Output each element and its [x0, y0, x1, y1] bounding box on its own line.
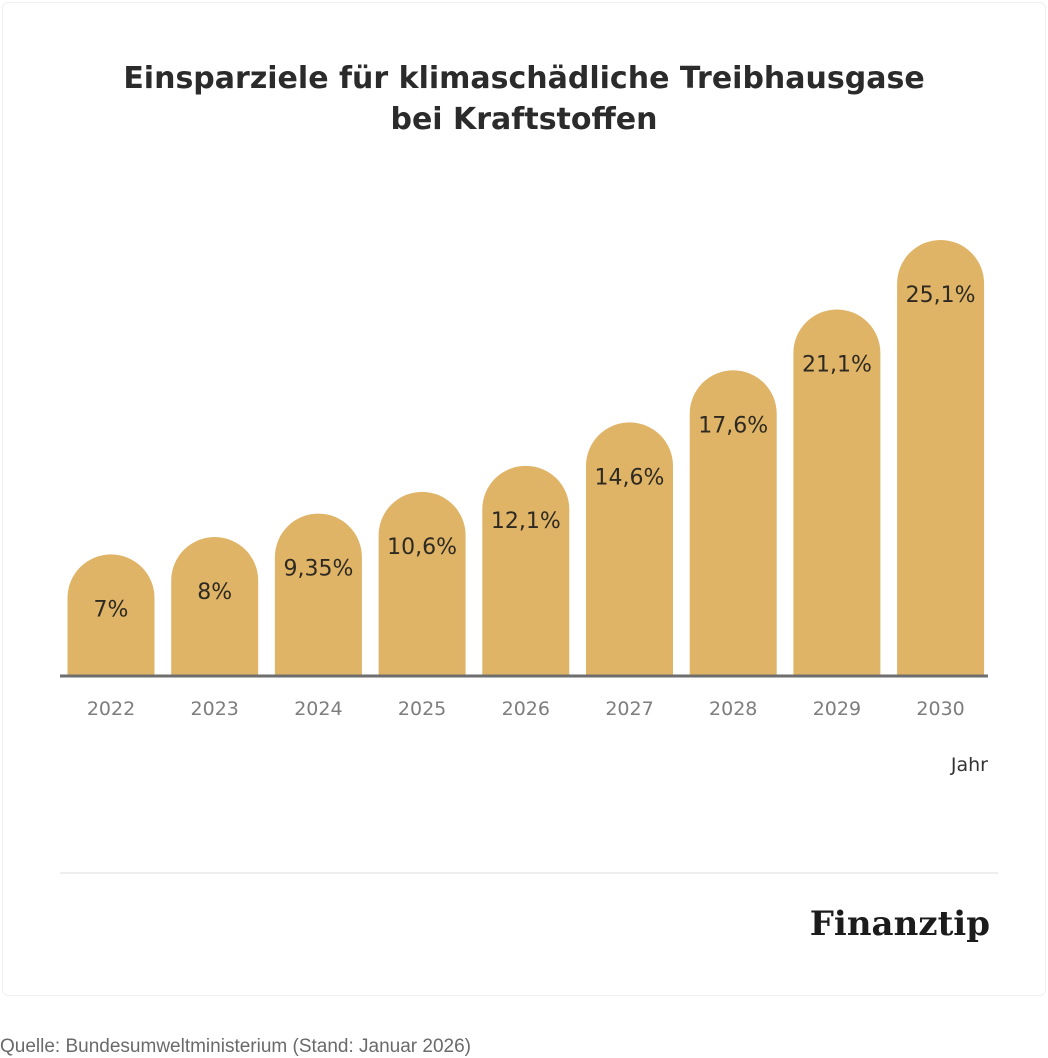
- x-tick-2030: 2030: [916, 698, 964, 720]
- x-tick-2024: 2024: [294, 698, 342, 720]
- value-label-2026: 12,1%: [491, 509, 561, 534]
- bar-2025: [378, 491, 466, 676]
- value-label-2022: 7%: [94, 597, 129, 622]
- value-label-2025: 10,6%: [387, 535, 457, 560]
- source-note: Quelle: Bundesumweltministerium (Stand: …: [0, 1036, 472, 1057]
- chart-title-line-2: bei Kraftstoffen: [390, 102, 657, 137]
- value-label-2027: 14,6%: [595, 465, 665, 490]
- x-tick-2023: 2023: [191, 698, 239, 720]
- x-tick-labels: 2022 2023 2024 2025 2026 2027 2028 2029 2030: [87, 698, 965, 720]
- bar-2026: [482, 465, 570, 676]
- value-label-2024: 9,35%: [283, 557, 353, 582]
- bar-2027: [586, 422, 673, 676]
- x-tick-2022: 2022: [87, 698, 135, 720]
- x-axis-label: Jahr: [950, 754, 988, 776]
- value-label-2023: 8%: [197, 580, 232, 605]
- value-label-2030: 25,1%: [906, 283, 976, 308]
- bars-group: 7% 8% 9,35% 10,6% 12,1% 14,6% 17,6% 21,1% 25,1%: [67, 240, 985, 676]
- bar-chart: Einsparziele für klimaschädliche Treibha…: [60, 61, 998, 944]
- x-tick-2025: 2025: [398, 698, 446, 720]
- x-tick-2026: 2026: [502, 698, 550, 720]
- x-tick-2028: 2028: [709, 698, 757, 720]
- value-label-2028: 17,6%: [698, 413, 768, 438]
- bar-2022: [67, 554, 155, 676]
- bar-2030: [897, 240, 985, 676]
- bar-2024: [274, 513, 362, 676]
- x-tick-2027: 2027: [605, 698, 653, 720]
- finanztip-logo: Finanztip: [810, 904, 990, 944]
- bar-2029: [793, 309, 881, 676]
- x-tick-2029: 2029: [813, 698, 861, 720]
- chart-title-line-1: Einsparziele für klimaschädliche Treibha…: [123, 61, 924, 96]
- bar-2023: [171, 537, 259, 676]
- value-label-2029: 21,1%: [802, 352, 872, 377]
- bar-2028: [689, 370, 777, 676]
